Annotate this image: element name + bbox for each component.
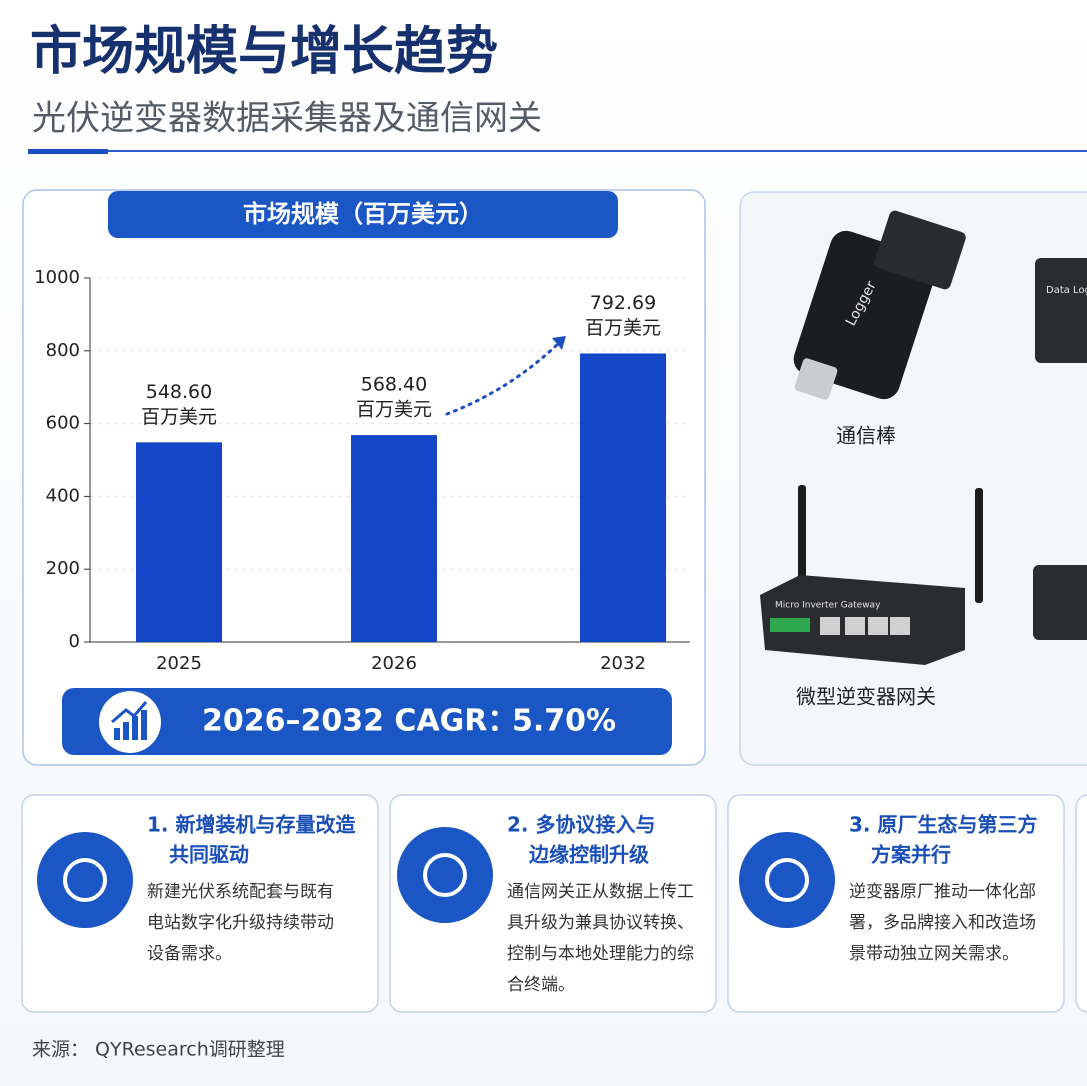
value-label: 548.60 [146, 381, 212, 403]
card-icon-inner [765, 858, 809, 902]
x-tick-label: 2032 [600, 653, 646, 674]
y-tick-label: 600 [46, 413, 80, 434]
card-icon [37, 832, 133, 928]
value-label: 792.69 [590, 292, 656, 314]
cagr-label: 2026–2032 CAGR： [202, 704, 517, 739]
card-body: 新建光伏系统配套与既有 [147, 882, 334, 902]
device-text: Data Logger [1046, 285, 1087, 296]
card-title: 共同驱动 [169, 843, 249, 867]
gateway: Micro Inverter Gateway [760, 485, 983, 665]
product-label: 微型逆变器网关 [796, 685, 936, 709]
data-logger-box [1035, 258, 1087, 363]
y-tick-label: 0 [69, 631, 80, 652]
card-title: 1. 新增装机与存量改造 [147, 813, 356, 837]
logger-stick: Logger [793, 210, 966, 400]
gateway-2 [1033, 565, 1087, 640]
card-body: 设备需求。 [147, 944, 232, 964]
x-tick-label: 2026 [371, 653, 417, 674]
y-tick-label: 1000 [34, 267, 80, 288]
chart-title: 市场规模（百万美元） [243, 200, 483, 228]
cagr-icon-bars [111, 701, 148, 740]
growth-arrow-head [552, 336, 566, 350]
value-unit: 百万美元 [356, 399, 432, 421]
y-tick-label: 400 [46, 485, 80, 506]
bar [580, 353, 666, 642]
bar [351, 435, 437, 642]
card-title: 2. 多协议接入与 [507, 813, 655, 837]
cagr-icon [99, 691, 161, 753]
card-body: 逆变器原厂推动一体化部 [849, 882, 1036, 902]
x-tick-label: 2025 [156, 653, 202, 674]
card-title: 3. 原厂生态与第三方 [849, 813, 1037, 837]
value-label: 568.40 [361, 374, 427, 396]
source: 来源： QYResearch调研整理 [32, 1039, 285, 1061]
device-text: Micro Inverter Gateway [775, 601, 881, 611]
plot-area: 0 200 400 600 800 1000 2025 548.60 百万美元 2026 568.4… [34, 267, 690, 674]
y-tick-label: 800 [46, 340, 80, 361]
card-title: 边缘控制升级 [528, 843, 649, 867]
card-body: 署，多品牌接入和改造场 [849, 913, 1036, 933]
card-body: 电站数字化升级持续带动 [147, 913, 334, 933]
card-title: 方案并行 [871, 843, 951, 867]
card-body: 景带动独立网关需求。 [849, 944, 1019, 964]
product-label: 通信棒 [836, 424, 896, 448]
header-rule [28, 150, 1087, 152]
value-unit: 百万美元 [585, 317, 661, 339]
card-icon [739, 832, 835, 928]
bar [136, 442, 222, 642]
cagr-value: 5.70% [512, 704, 616, 739]
card-icon-inner [63, 858, 107, 902]
page-title: 市场规模与增长趋势 [30, 22, 498, 82]
card-partial [1075, 794, 1087, 1013]
value-unit: 百万美元 [141, 406, 217, 428]
growth-arrow [445, 340, 562, 416]
card-body: 控制与本地处理能力的综 [507, 944, 694, 964]
cards: 1. 新增装机与存量改造共同驱动新建光伏系统配套与既有电站数字化升级持续带动设备… [21, 794, 1065, 1013]
card-body: 合终端。 [507, 975, 575, 995]
card-icon-inner [423, 853, 467, 897]
cagr-pill [62, 688, 672, 755]
card-body: 具升级为兼具协议转换、 [507, 913, 694, 933]
page-subtitle: 光伏逆变器数据采集器及通信网关 [32, 99, 542, 139]
chart-title-pill [108, 191, 618, 238]
header-rule-accent [28, 149, 108, 154]
card-body: 通信网关正从数据上传工 [507, 882, 694, 902]
card-icon [397, 827, 493, 923]
y-tick-label: 200 [46, 558, 80, 579]
